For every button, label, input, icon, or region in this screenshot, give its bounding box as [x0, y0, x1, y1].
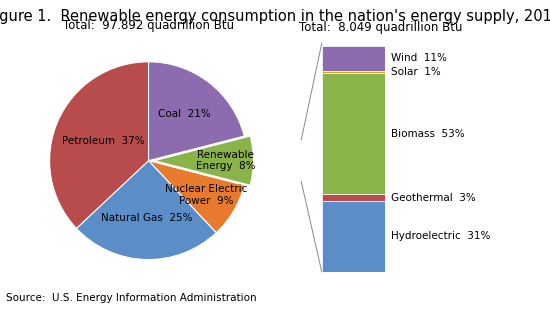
Bar — [322, 73, 385, 194]
Bar — [322, 71, 385, 73]
Text: Geothermal  3%: Geothermal 3% — [392, 193, 476, 203]
Text: Figure 1.  Renewable energy consumption in the nation's energy supply, 2010: Figure 1. Renewable energy consumption i… — [0, 9, 550, 24]
Text: Coal  21%: Coal 21% — [158, 109, 211, 119]
Text: Biomass  53%: Biomass 53% — [392, 129, 465, 138]
Bar — [322, 194, 385, 201]
Wedge shape — [148, 161, 244, 233]
Text: Hydroelectric  31%: Hydroelectric 31% — [392, 231, 491, 241]
Text: Total:  97.892 quadrillion Btu: Total: 97.892 quadrillion Btu — [63, 19, 234, 32]
Bar — [322, 45, 385, 71]
Text: Renewable
Energy  8%: Renewable Energy 8% — [196, 150, 255, 171]
Wedge shape — [155, 136, 254, 185]
Text: Petroleum  37%: Petroleum 37% — [62, 136, 145, 146]
Text: Total:  8.049 quadrillion Btu: Total: 8.049 quadrillion Btu — [299, 21, 463, 34]
Wedge shape — [148, 62, 244, 161]
Text: Solar  1%: Solar 1% — [392, 67, 441, 77]
Text: Nuclear Electric
Power  9%: Nuclear Electric Power 9% — [165, 184, 248, 206]
Text: Wind  11%: Wind 11% — [392, 53, 447, 63]
Text: Source:  U.S. Energy Information Administration: Source: U.S. Energy Information Administ… — [6, 293, 256, 303]
Bar — [322, 201, 385, 272]
Wedge shape — [50, 62, 148, 228]
Text: Natural Gas  25%: Natural Gas 25% — [101, 213, 192, 223]
Wedge shape — [76, 161, 216, 260]
